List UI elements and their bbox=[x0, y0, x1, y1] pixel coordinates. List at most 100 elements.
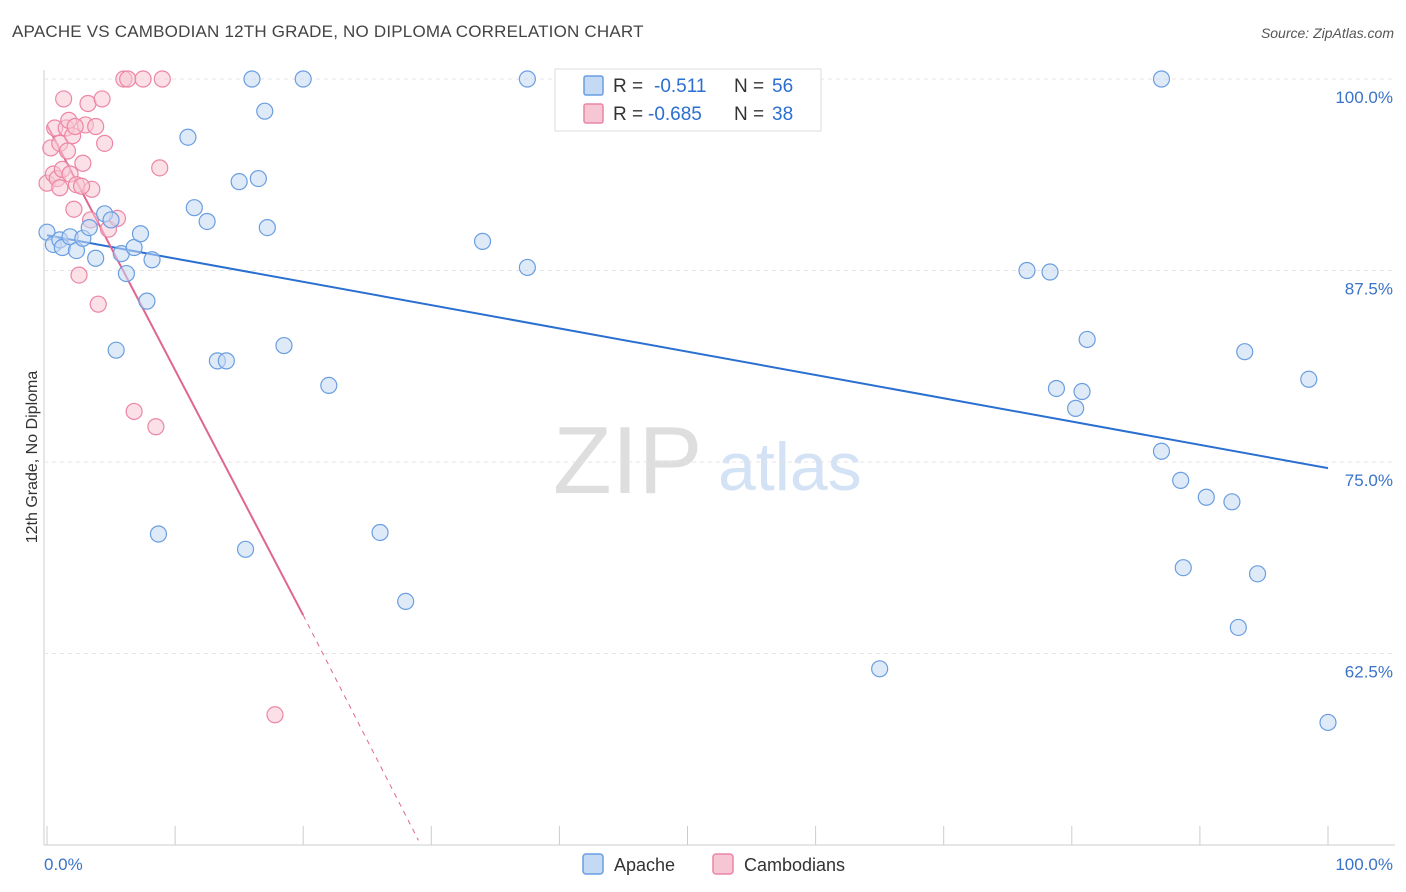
legend-n-label-apache: N = bbox=[734, 76, 764, 97]
apache-point bbox=[185, 199, 203, 217]
apache-point bbox=[1172, 471, 1190, 489]
x-ticks bbox=[46, 826, 1329, 845]
apache-point bbox=[230, 173, 248, 191]
cambodians-point bbox=[87, 117, 105, 136]
apache-point bbox=[371, 523, 389, 542]
apache-point bbox=[1319, 713, 1337, 732]
apache-points bbox=[38, 70, 1337, 732]
y-tick-label: 62.5% bbox=[1345, 663, 1393, 682]
apache-point bbox=[80, 219, 98, 237]
apache-point bbox=[1236, 343, 1254, 361]
legend-n-value-cambodians: 38 bbox=[772, 104, 793, 125]
apache-point bbox=[1047, 379, 1066, 398]
apache-point bbox=[518, 258, 536, 277]
apache-point bbox=[473, 232, 492, 250]
cambodians-point bbox=[151, 159, 169, 177]
cambodians-point bbox=[96, 134, 114, 152]
cambodians-point bbox=[65, 200, 83, 218]
cambodians-point bbox=[153, 70, 171, 88]
cambodians-point bbox=[72, 177, 91, 195]
apache-point bbox=[217, 352, 235, 370]
cambodians-point bbox=[125, 402, 143, 421]
legend-swatch-cambodians bbox=[583, 103, 604, 124]
apache-point bbox=[117, 264, 136, 283]
bottom-legend-label-apache: Apache bbox=[614, 855, 675, 875]
apache-point bbox=[243, 70, 261, 88]
watermark-zip: ZIP bbox=[553, 407, 702, 514]
y-tick-labels: 62.5% 75.0% 87.5% 100.0% bbox=[1335, 88, 1393, 682]
legend-r-label-apache: R = bbox=[613, 76, 643, 97]
x-tick-label-max: 100.0% bbox=[1335, 855, 1393, 874]
apache-point bbox=[1067, 399, 1085, 417]
cambodians-points bbox=[38, 70, 284, 724]
apache-point bbox=[131, 225, 150, 243]
apache-point bbox=[179, 128, 197, 146]
apache-point bbox=[275, 336, 293, 355]
apache-point bbox=[1223, 493, 1241, 511]
apache-point bbox=[102, 211, 120, 229]
stats-legend: R = -0.511 N = 56 R = -0.685 N = 38 bbox=[554, 68, 822, 132]
cambodians-point bbox=[93, 90, 111, 108]
cambodians-trend-line bbox=[46, 124, 305, 616]
cambodians-point bbox=[134, 70, 152, 88]
cambodians-point bbox=[55, 90, 73, 108]
trend-lines bbox=[46, 124, 1329, 841]
apache-point bbox=[143, 251, 161, 269]
apache-point bbox=[249, 169, 267, 188]
apache-point bbox=[1152, 442, 1171, 460]
legend-n-value-apache: 56 bbox=[772, 76, 793, 97]
bottom-legend-swatch-apache bbox=[582, 853, 604, 875]
apache-point bbox=[397, 592, 415, 611]
apache-point bbox=[1300, 370, 1318, 388]
apache-point bbox=[125, 238, 143, 257]
apache-point bbox=[149, 525, 168, 543]
apache-point bbox=[1174, 559, 1192, 577]
apache-point bbox=[1018, 261, 1036, 280]
bottom-legend-label-cambodians: Cambodians bbox=[744, 855, 845, 875]
y-tick-label: 87.5% bbox=[1345, 280, 1393, 299]
x-tick-label-min: 0.0% bbox=[44, 855, 83, 874]
legend-swatch-apache bbox=[583, 75, 604, 96]
apache-trend-line bbox=[46, 234, 1329, 470]
legend-n-label-cambodians: N = bbox=[734, 104, 764, 125]
apache-point bbox=[1078, 330, 1096, 349]
apache-point bbox=[87, 249, 105, 267]
cambodians-point bbox=[147, 418, 165, 436]
apache-point bbox=[1229, 618, 1247, 637]
bottom-legend-swatch-cambodians bbox=[712, 853, 734, 875]
apache-point bbox=[871, 660, 889, 678]
apache-point bbox=[1073, 382, 1091, 401]
cambodians-point bbox=[266, 706, 284, 724]
y-tick-label: 100.0% bbox=[1335, 88, 1393, 107]
source-label: Source: ZipAtlas.com bbox=[1260, 25, 1394, 41]
apache-point bbox=[236, 540, 255, 558]
cambodians-point bbox=[119, 70, 137, 88]
chart-title: APACHE VS CAMBODIAN 12TH GRADE, NO DIPLO… bbox=[12, 22, 644, 41]
apache-point bbox=[258, 219, 276, 237]
legend-r-value-cambodians: -0.685 bbox=[648, 104, 702, 125]
apache-point bbox=[107, 341, 125, 359]
apache-point bbox=[1152, 70, 1171, 88]
y-axis-title: 12th Grade, No Diploma bbox=[24, 371, 41, 544]
gridlines bbox=[44, 78, 1395, 654]
legend-r-value-apache: -0.511 bbox=[654, 76, 706, 97]
y-tick-label: 75.0% bbox=[1345, 471, 1393, 490]
apache-point bbox=[1197, 488, 1215, 506]
apache-point bbox=[1248, 565, 1267, 583]
apache-point bbox=[294, 70, 312, 88]
cambodians-point bbox=[89, 295, 107, 313]
apache-point bbox=[256, 102, 274, 120]
cambodians-point bbox=[74, 154, 92, 172]
cambodians-point bbox=[66, 117, 84, 136]
series-legend: Apache Cambodians bbox=[582, 853, 845, 875]
apache-point bbox=[198, 212, 216, 231]
apache-point bbox=[1041, 263, 1059, 281]
apache-point bbox=[518, 70, 536, 88]
cambodians-point bbox=[51, 179, 69, 197]
cambodians-trend-extension bbox=[302, 614, 419, 841]
apache-point bbox=[138, 292, 156, 310]
legend-r-label-cambodians: R = bbox=[613, 104, 643, 125]
watermark-atlas: atlas bbox=[718, 429, 862, 505]
cambodians-point bbox=[70, 266, 88, 284]
